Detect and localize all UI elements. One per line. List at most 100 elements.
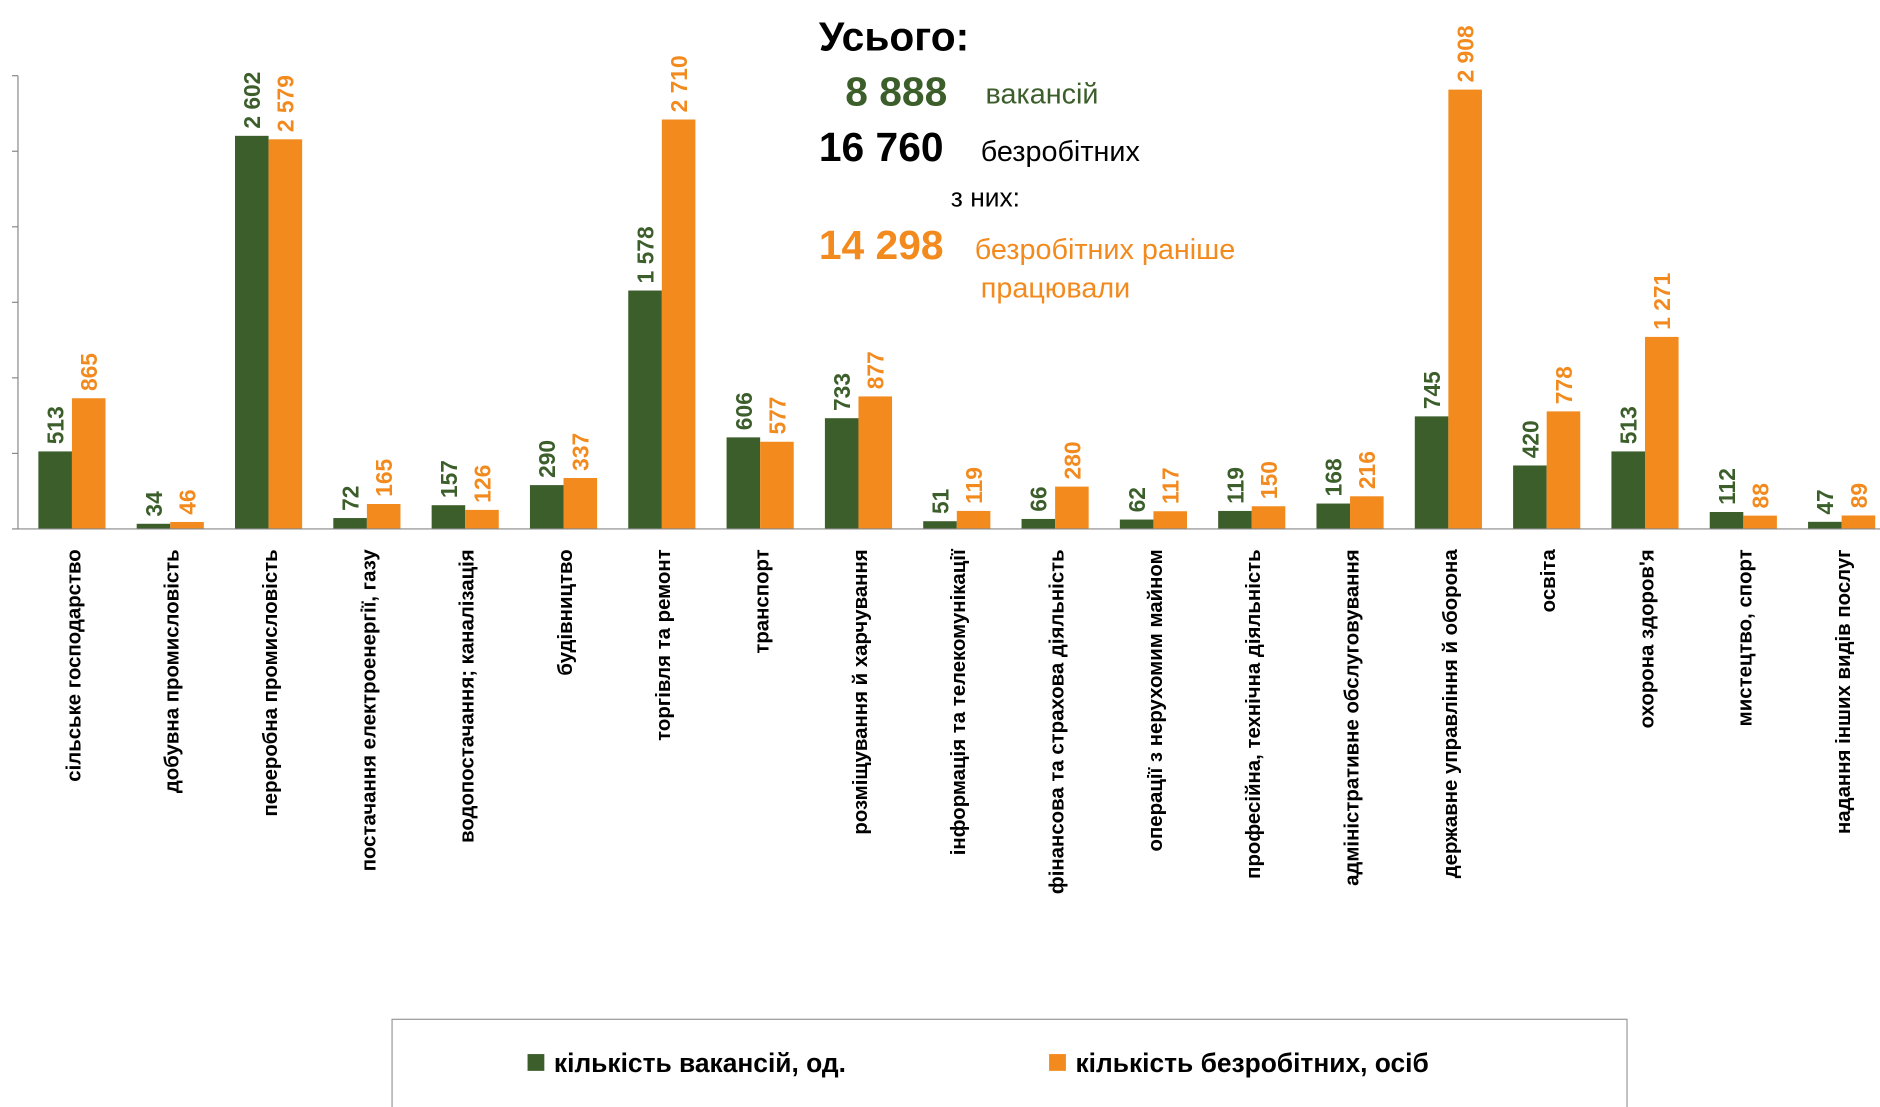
x-tick-label: будівництво xyxy=(555,549,577,675)
value-label: 1 578 xyxy=(632,226,658,283)
value-label: 119 xyxy=(961,467,987,504)
x-tick-label: охорона здоров'я xyxy=(1636,549,1658,728)
value-label: 420 xyxy=(1517,420,1543,458)
bar xyxy=(858,396,893,529)
bar xyxy=(529,485,564,529)
bar xyxy=(235,135,269,529)
value-label: 577 xyxy=(764,397,790,435)
x-tick-label: мистецтво, спорт xyxy=(1735,549,1757,726)
bar xyxy=(1808,521,1842,529)
value-label: 733 xyxy=(829,373,855,411)
bar xyxy=(170,521,204,529)
value-label: 51 xyxy=(927,488,953,514)
value-label: 280 xyxy=(1059,441,1085,479)
legend-label: кількість безробітних, осіб xyxy=(1075,1048,1428,1078)
x-tick-label: надання інших видів послуг xyxy=(1833,549,1855,834)
bar xyxy=(1218,510,1252,529)
bar xyxy=(1350,496,1384,529)
x-tick-label: інформація та телекомунікації xyxy=(948,548,970,855)
value-label: 72 xyxy=(337,486,363,511)
value-label: 865 xyxy=(76,353,102,391)
value-label: 88 xyxy=(1747,483,1773,508)
summary-text: безробітних раніше xyxy=(975,234,1235,266)
value-label: 2 602 xyxy=(239,72,265,129)
bar xyxy=(366,503,401,529)
legend-swatch xyxy=(1049,1054,1066,1071)
bar xyxy=(726,437,761,529)
value-label: 157 xyxy=(436,460,462,498)
bar xyxy=(136,523,171,529)
legend-swatch xyxy=(527,1054,545,1071)
bar xyxy=(465,509,499,529)
value-label: 877 xyxy=(863,351,889,389)
value-label: 290 xyxy=(534,440,560,478)
value-label: 89 xyxy=(1846,483,1872,508)
bar xyxy=(1709,512,1744,529)
value-label: 165 xyxy=(371,458,397,496)
x-tick-label: адміністративне обслуговування xyxy=(1341,549,1363,886)
x-tick-label: розміщування й харчування xyxy=(850,549,872,834)
bar xyxy=(1153,511,1187,529)
value-label: 778 xyxy=(1551,366,1577,404)
bar xyxy=(956,510,991,529)
summary-text: з них: xyxy=(951,182,1020,212)
x-tick-label: водопостачання; каналізація xyxy=(457,549,479,843)
value-label: 126 xyxy=(469,465,495,503)
bar xyxy=(1448,89,1482,529)
x-tick-label: фінансова та страхова діяльність xyxy=(1046,549,1068,894)
legend-label: кількість вакансій, од. xyxy=(554,1048,846,1078)
x-tick-label: освіта xyxy=(1538,549,1560,613)
value-label: 150 xyxy=(1256,461,1282,499)
bar xyxy=(38,451,72,529)
bar xyxy=(1316,503,1351,529)
bar xyxy=(1645,336,1679,529)
x-tick-label: сільське господарство xyxy=(63,549,85,781)
x-tick-label: переробна промисловість xyxy=(260,549,282,816)
x-tick-label: добувна промисловість xyxy=(162,549,184,793)
value-label: 513 xyxy=(1616,406,1642,444)
summary-number: 8 888 xyxy=(845,69,947,115)
bar xyxy=(1021,518,1056,529)
summary: Усього: 8 888 вакансій 16 760 безробітни… xyxy=(819,14,1235,305)
summary-title: Усього: xyxy=(819,14,969,60)
bar xyxy=(1841,515,1876,529)
value-label: 513 xyxy=(43,406,69,444)
bar xyxy=(71,398,106,529)
summary-number: 14 298 xyxy=(819,222,944,268)
summary-number: 16 760 xyxy=(819,124,944,170)
bar xyxy=(1546,411,1581,529)
bar xyxy=(1251,506,1286,529)
bar xyxy=(431,505,466,529)
value-label: 2 579 xyxy=(273,75,299,132)
bar xyxy=(1414,416,1449,529)
x-tick-label: торгівля та ремонт xyxy=(653,549,675,741)
x-tick-label: транспорт xyxy=(752,549,774,653)
bar xyxy=(268,139,303,529)
value-label: 1 271 xyxy=(1649,272,1675,329)
summary-text: вакансій xyxy=(986,78,1099,110)
summary-text: працювали xyxy=(981,273,1130,305)
value-label: 46 xyxy=(174,489,200,514)
bar xyxy=(628,290,662,529)
value-label: 34 xyxy=(141,491,167,517)
value-label: 606 xyxy=(731,392,757,430)
x-tick-label: операції з нерухомим майном xyxy=(1145,549,1167,851)
bar xyxy=(923,521,957,529)
bar xyxy=(333,518,367,529)
value-label: 2 710 xyxy=(666,55,692,112)
legend-box xyxy=(391,1018,1628,1107)
value-label: 66 xyxy=(1026,486,1052,511)
x-tick-label: постачання електроенергії, газу xyxy=(358,549,380,872)
value-label: 112 xyxy=(1714,468,1740,505)
bar xyxy=(1055,486,1089,529)
value-label: 62 xyxy=(1124,487,1150,512)
bar xyxy=(563,478,598,529)
bar xyxy=(1743,515,1777,529)
bar xyxy=(1513,465,1547,529)
summary-text: безробітних xyxy=(981,136,1141,168)
bar xyxy=(760,441,794,529)
value-label: 216 xyxy=(1354,451,1380,489)
value-label: 337 xyxy=(568,433,594,471)
bar xyxy=(824,418,859,529)
